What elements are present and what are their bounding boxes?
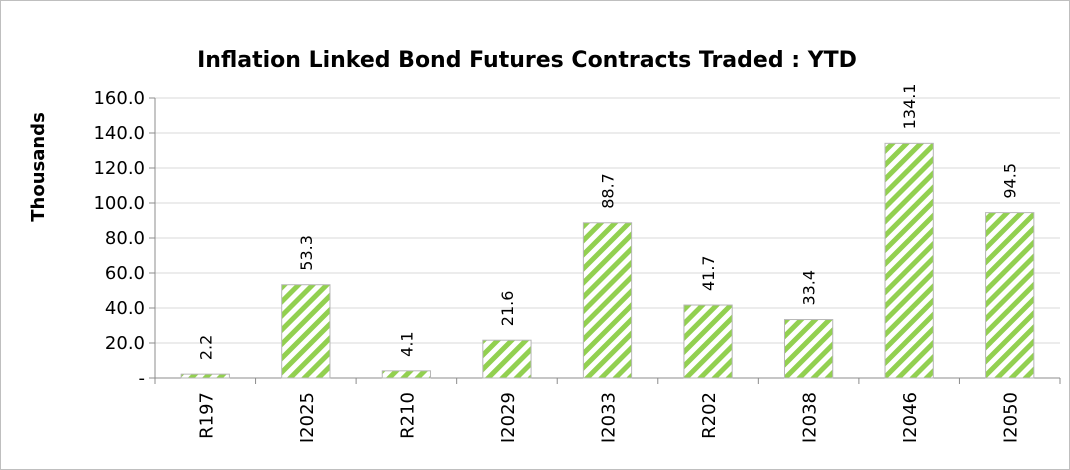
y-tick-label: 160.0 <box>93 88 145 109</box>
data-label: 94.5 <box>1001 163 1020 199</box>
data-label: 53.3 <box>297 235 316 271</box>
x-tick-label: I2033 <box>599 392 620 443</box>
y-tick-label: - <box>139 368 146 389</box>
x-tick-label: R202 <box>699 392 720 439</box>
bar-r202 <box>683 304 733 379</box>
x-tick-label: I2029 <box>498 392 519 443</box>
bar-r197 <box>180 373 230 379</box>
y-tick-label: 140.0 <box>93 123 145 144</box>
data-label: 4.1 <box>397 331 416 356</box>
y-tick-label: 120.0 <box>93 158 145 179</box>
bar-i2050 <box>985 212 1035 379</box>
y-tick-label: 80.0 <box>105 228 145 249</box>
bar-i2046 <box>884 142 934 379</box>
bar-r210 <box>381 370 432 379</box>
bar-i2038 <box>783 319 834 379</box>
data-label: 21.6 <box>498 291 517 327</box>
data-label: 33.4 <box>800 270 819 306</box>
y-tick-label: 60.0 <box>105 263 145 284</box>
x-tick-label: I2046 <box>900 392 921 443</box>
x-tick-label: R210 <box>397 392 418 439</box>
x-tick-label: I2050 <box>1001 392 1022 443</box>
y-tick-labels: - 20.0 40.0 60.0 80.0 100.0 120.0 140.0 160.0 <box>93 88 145 389</box>
x-tick-label: I2038 <box>800 392 821 443</box>
x-tick-labels: R197 I2025 R210 I2029 I2033 R202 I2038 I2046 I20… <box>196 392 1021 443</box>
y-tick-label: 20.0 <box>105 333 145 354</box>
data-label: 88.7 <box>599 173 618 209</box>
chart-title: Inflation Linked Bond Futures Contracts … <box>197 48 857 73</box>
data-labels: 2.2 53.3 4.1 21.6 88.7 41.7 33.4 134.1 94.5 <box>196 84 1019 361</box>
data-label: 41.7 <box>699 255 718 291</box>
x-tick-label: I2025 <box>297 392 318 443</box>
y-tick-label: 40.0 <box>105 298 145 319</box>
bar-i2025 <box>281 284 331 379</box>
bar-i2029 <box>482 339 532 379</box>
x-tick-label: R197 <box>196 392 217 439</box>
y-tick-label: 100.0 <box>93 193 145 214</box>
bar-i2033 <box>582 222 633 379</box>
data-label: 134.1 <box>900 84 919 130</box>
y-axis-label: Thousands <box>28 112 49 222</box>
bars <box>180 142 1035 379</box>
data-label: 2.2 <box>196 335 215 360</box>
